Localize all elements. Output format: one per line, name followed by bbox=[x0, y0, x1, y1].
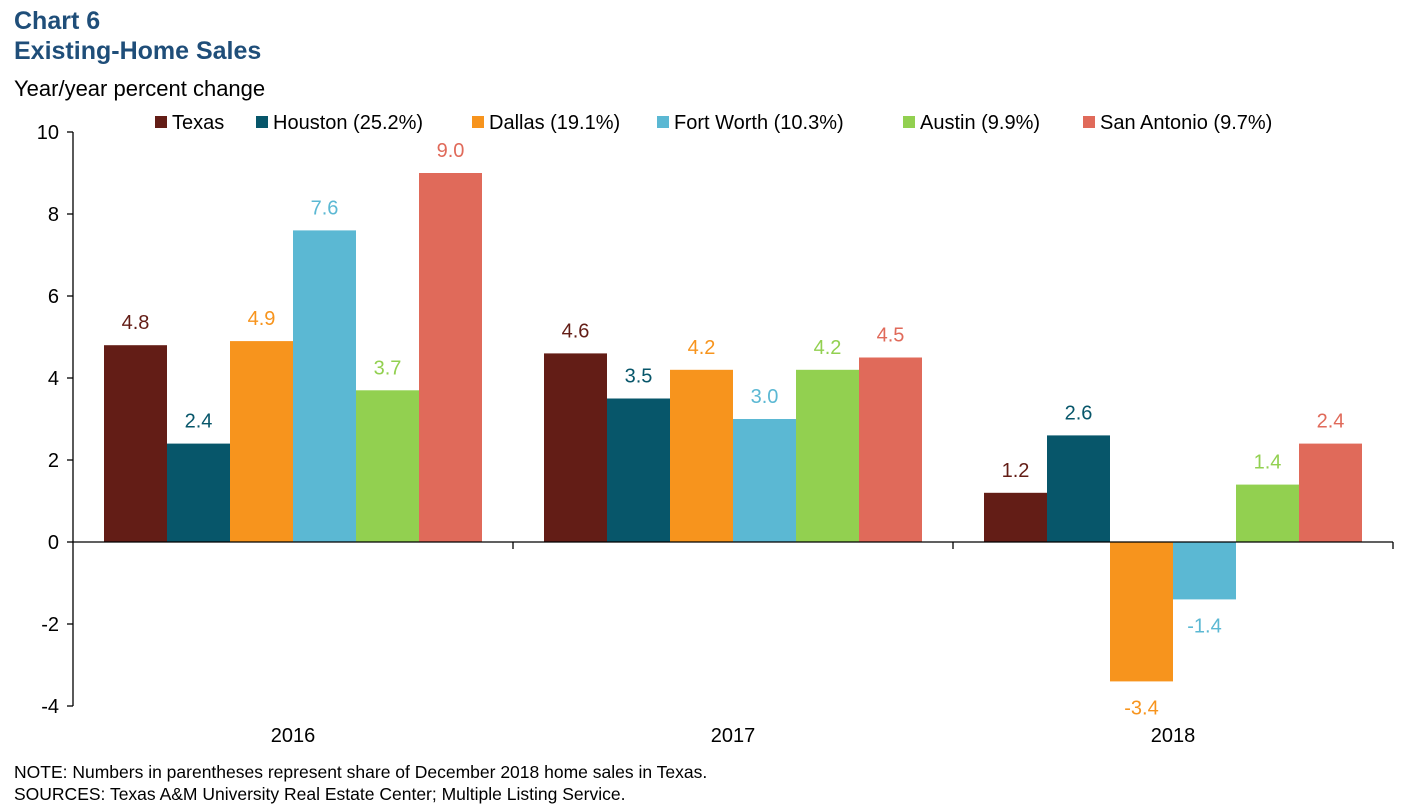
chart-number: Chart 6 bbox=[14, 7, 101, 35]
bar bbox=[167, 443, 230, 542]
data-label: 4.5 bbox=[877, 325, 905, 347]
legend-label: San Antonio (9.7%) bbox=[1100, 112, 1272, 134]
x-tick-label: 2016 bbox=[271, 725, 316, 747]
bar bbox=[1236, 484, 1299, 542]
bar bbox=[230, 341, 293, 542]
legend-label: Dallas (19.1%) bbox=[489, 112, 620, 134]
bar bbox=[859, 357, 922, 542]
y-tick-label: 8 bbox=[48, 204, 59, 226]
bar bbox=[670, 369, 733, 542]
legend-swatch bbox=[256, 116, 268, 128]
data-label: -3.4 bbox=[1124, 697, 1158, 719]
bar bbox=[104, 345, 167, 542]
data-label: 1.4 bbox=[1254, 452, 1282, 474]
y-tick-label: -4 bbox=[41, 696, 59, 718]
footnote: NOTE: Numbers in parentheses represent s… bbox=[14, 762, 708, 782]
data-label: 2.4 bbox=[185, 411, 213, 433]
bar bbox=[733, 419, 796, 542]
bar bbox=[607, 398, 670, 542]
data-label: 4.2 bbox=[814, 337, 842, 359]
bar bbox=[293, 230, 356, 542]
data-label: 3.0 bbox=[751, 386, 779, 408]
bar bbox=[544, 353, 607, 542]
data-label: 1.2 bbox=[1002, 460, 1030, 482]
bar bbox=[984, 492, 1047, 542]
data-label: 3.5 bbox=[625, 366, 653, 388]
bar bbox=[796, 369, 859, 542]
bar bbox=[1173, 542, 1236, 600]
data-label: 4.8 bbox=[122, 312, 150, 334]
legend-label: Austin (9.9%) bbox=[920, 112, 1040, 134]
data-label: 4.9 bbox=[248, 308, 276, 330]
y-tick-label: -2 bbox=[41, 614, 59, 636]
y-tick-label: 6 bbox=[48, 286, 59, 308]
y-tick-label: 10 bbox=[37, 122, 59, 144]
data-label: 7.6 bbox=[311, 197, 339, 219]
legend-swatch bbox=[472, 116, 484, 128]
legend-label: Fort Worth (10.3%) bbox=[674, 112, 844, 134]
chart-title: Existing-Home Sales bbox=[14, 37, 262, 65]
data-label: 2.6 bbox=[1065, 402, 1093, 424]
y-tick-label: 0 bbox=[48, 532, 59, 554]
x-tick-label: 2018 bbox=[1151, 725, 1196, 747]
data-label: -1.4 bbox=[1187, 615, 1221, 637]
data-label: 4.2 bbox=[688, 337, 716, 359]
legend-swatch bbox=[903, 116, 915, 128]
legend-swatch bbox=[1083, 116, 1095, 128]
y-tick-label: 2 bbox=[48, 450, 59, 472]
data-label: 2.4 bbox=[1317, 411, 1345, 433]
legend-swatch bbox=[155, 116, 167, 128]
legend-label: Texas bbox=[172, 112, 224, 134]
bar bbox=[1047, 435, 1110, 542]
y-tick-label: 4 bbox=[48, 368, 59, 390]
data-label: 4.6 bbox=[562, 320, 590, 342]
bar bbox=[1110, 542, 1173, 682]
x-tick-label: 2017 bbox=[711, 725, 756, 747]
y-axis-label: Year/year percent change bbox=[14, 76, 266, 101]
data-label: 9.0 bbox=[437, 140, 465, 162]
legend-label: Houston (25.2%) bbox=[273, 112, 423, 134]
bar bbox=[1299, 443, 1362, 542]
data-label: 3.7 bbox=[374, 357, 402, 379]
bar bbox=[356, 390, 419, 542]
legend-swatch bbox=[657, 116, 669, 128]
sources-note: SOURCES: Texas A&M University Real Estat… bbox=[14, 784, 626, 804]
bar bbox=[419, 173, 482, 542]
